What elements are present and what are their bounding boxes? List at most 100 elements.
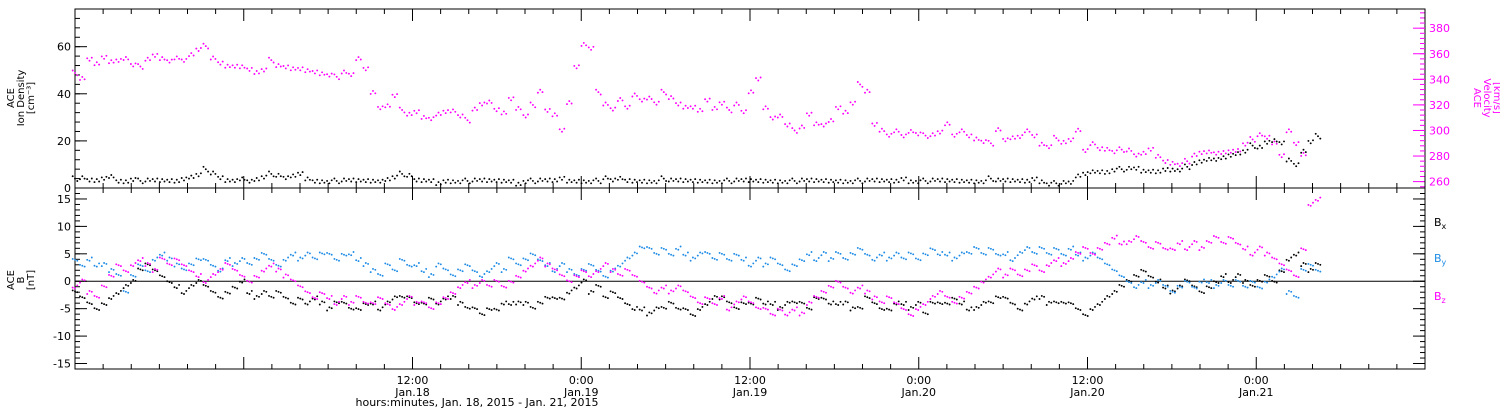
bx-point <box>355 307 358 310</box>
density-point <box>1096 169 1099 172</box>
bx-point <box>432 298 435 301</box>
bx-point <box>250 289 253 292</box>
bz-point <box>851 292 854 295</box>
bx-point <box>1137 275 1140 278</box>
bx-point <box>1140 268 1143 271</box>
by-point <box>982 252 985 255</box>
by-point <box>665 248 668 251</box>
by-point <box>713 257 716 260</box>
bx-point <box>350 307 353 310</box>
velocity-point <box>238 67 241 70</box>
bx-point <box>105 304 108 306</box>
bz-point <box>1142 240 1145 243</box>
density-point <box>1234 154 1237 157</box>
bx-point <box>616 296 619 299</box>
by-point <box>771 257 774 260</box>
bz-point <box>873 295 876 298</box>
bz-point <box>512 281 515 284</box>
by-point <box>667 252 670 255</box>
bz-point <box>1232 237 1235 240</box>
by-point <box>755 259 757 262</box>
bz-point <box>955 302 958 305</box>
bx-point <box>180 292 183 295</box>
density-point <box>233 181 236 184</box>
bx-point <box>289 301 292 304</box>
velocity-point <box>151 53 154 56</box>
velocity-point <box>352 72 355 75</box>
bz-point <box>221 268 224 271</box>
by-point <box>973 246 976 248</box>
bz-point <box>1016 273 1019 276</box>
density-point <box>946 178 949 181</box>
density-point <box>1045 182 1048 185</box>
density-point <box>1142 168 1145 171</box>
velocity-point <box>871 122 874 125</box>
bx-point <box>1239 273 1242 276</box>
bz-point <box>902 308 905 311</box>
density-point <box>519 184 522 187</box>
bx-point <box>941 303 944 306</box>
bx-point <box>1106 294 1109 297</box>
bx-point <box>1212 280 1215 283</box>
bz-point <box>510 280 513 283</box>
by-point <box>1125 280 1128 283</box>
bz-point <box>236 269 239 272</box>
density-point <box>616 178 619 181</box>
bz-point <box>430 307 433 310</box>
velocity-point <box>670 95 673 98</box>
bx-point <box>723 296 726 299</box>
velocity-point <box>701 110 704 113</box>
bz-point <box>968 291 971 294</box>
bx-point <box>686 309 689 311</box>
by-point <box>473 270 476 273</box>
bx-point <box>774 300 777 303</box>
by-point <box>902 257 905 260</box>
bx-point <box>1152 276 1155 279</box>
density-point <box>866 177 869 180</box>
by-point <box>1103 262 1106 265</box>
bz-point <box>587 275 590 278</box>
density-point <box>406 175 409 178</box>
by-point <box>1217 284 1220 287</box>
bx-point <box>204 284 207 287</box>
density-point <box>963 181 966 184</box>
bz-point <box>800 311 803 314</box>
by-point <box>1053 246 1055 249</box>
density-point <box>98 180 101 183</box>
velocity-point <box>597 91 600 94</box>
bx-point <box>1176 287 1179 290</box>
bx-point <box>1108 295 1111 298</box>
by-point <box>265 253 268 256</box>
velocity-point <box>275 66 278 69</box>
velocity-point <box>1154 156 1157 159</box>
density-point <box>764 178 767 181</box>
by-point <box>766 263 769 266</box>
by-point <box>1186 280 1189 283</box>
density-point <box>716 181 718 184</box>
density-point <box>345 179 348 182</box>
bx-point <box>1053 300 1055 303</box>
bz-point <box>524 270 527 273</box>
density-point <box>1159 171 1162 174</box>
density-point <box>1300 151 1303 154</box>
by-point <box>861 248 864 251</box>
by-point <box>1120 275 1123 278</box>
by-point <box>340 252 343 255</box>
by-point <box>842 257 845 259</box>
bx-point <box>313 298 316 301</box>
bz-point <box>960 296 963 299</box>
bx-point <box>1014 303 1016 306</box>
bx-point <box>851 306 854 309</box>
legend-base: B <box>1434 216 1442 229</box>
density-point <box>122 182 125 185</box>
bx-point <box>197 278 200 281</box>
density-point <box>1130 168 1133 171</box>
velocity-point <box>1181 162 1184 165</box>
density-point <box>834 179 837 182</box>
velocity-point <box>890 132 893 135</box>
velocity-point <box>108 62 110 65</box>
by-point <box>432 273 435 276</box>
velocity-point <box>946 121 949 124</box>
velocity-point <box>468 121 471 124</box>
